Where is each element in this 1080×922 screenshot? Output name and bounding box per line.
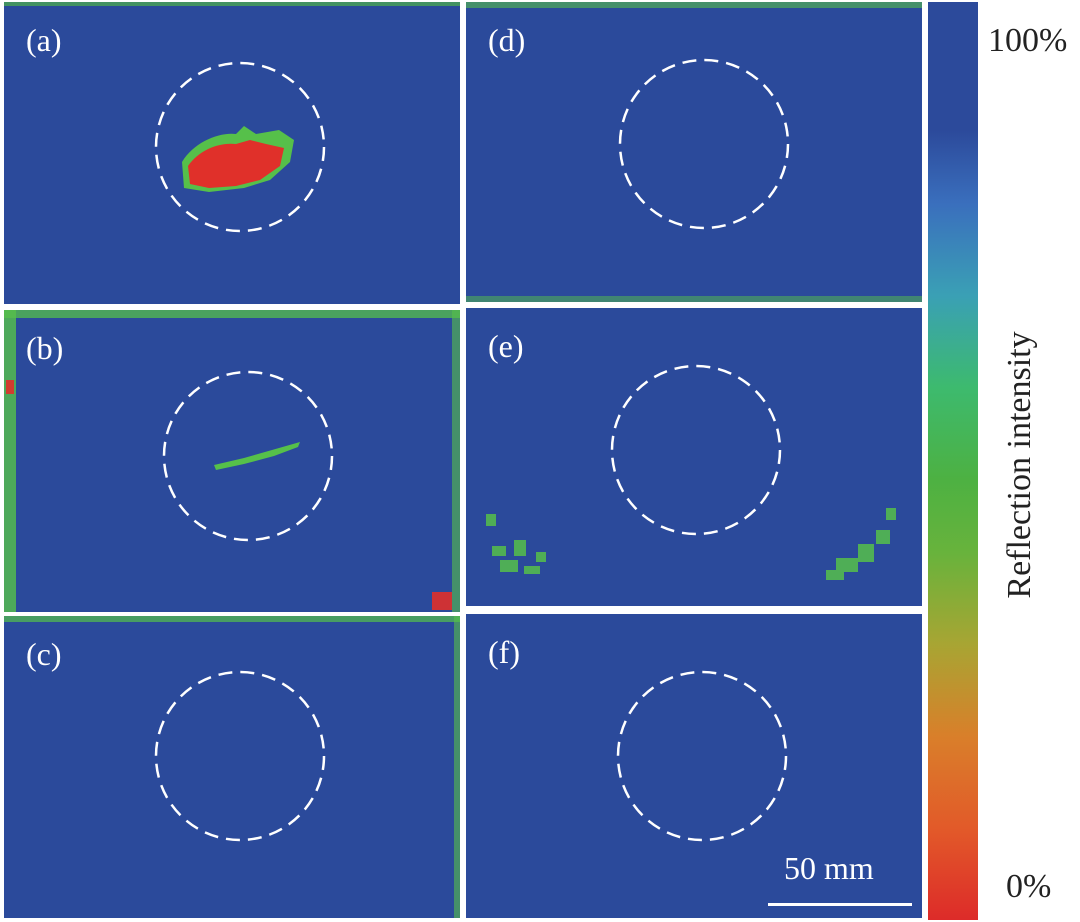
inspection-circle: [154, 61, 326, 233]
colorbar-title: Reflection intensity: [1001, 331, 1038, 599]
panel-f-overlay: [616, 670, 788, 842]
colorbar: [928, 2, 978, 920]
inspection-circle: [610, 364, 782, 536]
panel-e-overlay: [486, 364, 896, 580]
panel-b-overlay: [6, 370, 452, 610]
panel-label: (a): [26, 22, 62, 58]
inspection-circle: [162, 370, 334, 542]
panel-d-top-edge: [466, 2, 922, 8]
panel-f: (f): [466, 614, 922, 918]
panel-e: (e): [466, 308, 922, 606]
panel-label: (d): [488, 22, 526, 58]
inspection-circle: [616, 670, 788, 842]
colorbar-max-label: 100%: [988, 22, 1068, 59]
panel-label: (e): [488, 328, 524, 364]
panel-b: (b): [4, 310, 460, 612]
inspection-circle: [154, 670, 326, 842]
defect-spot: [6, 380, 14, 394]
panel-b-right-edge: [452, 310, 460, 612]
panel-c: (c): [4, 616, 460, 918]
defect-region-red: [188, 140, 284, 188]
panel-c-overlay: [154, 670, 326, 842]
panel-a-top-edge: [4, 2, 460, 6]
panel-label: (f): [488, 634, 520, 670]
panel-a: (a): [4, 2, 460, 304]
inspection-circle: [618, 58, 790, 230]
scalebar-line: [768, 903, 912, 906]
panel-c-right-edge: [454, 616, 460, 918]
defect-spot: [432, 592, 452, 610]
panel-a-overlay: [154, 61, 326, 233]
defect-cluster-left: [486, 514, 546, 574]
panel-c-top-edge: [4, 616, 460, 622]
defect-cluster-right: [826, 508, 896, 580]
panel-d-bottom-edge: [466, 296, 922, 302]
defect-crack: [214, 442, 300, 470]
panel-label: (b): [26, 330, 64, 366]
panel-d: (d): [466, 2, 922, 302]
panel-d-overlay: [618, 58, 790, 230]
panel-b-top-edge: [4, 310, 460, 318]
colorbar-min-label: 0%: [1006, 868, 1052, 905]
scalebar-label: 50 mm: [784, 850, 874, 886]
panel-label: (c): [26, 636, 62, 672]
